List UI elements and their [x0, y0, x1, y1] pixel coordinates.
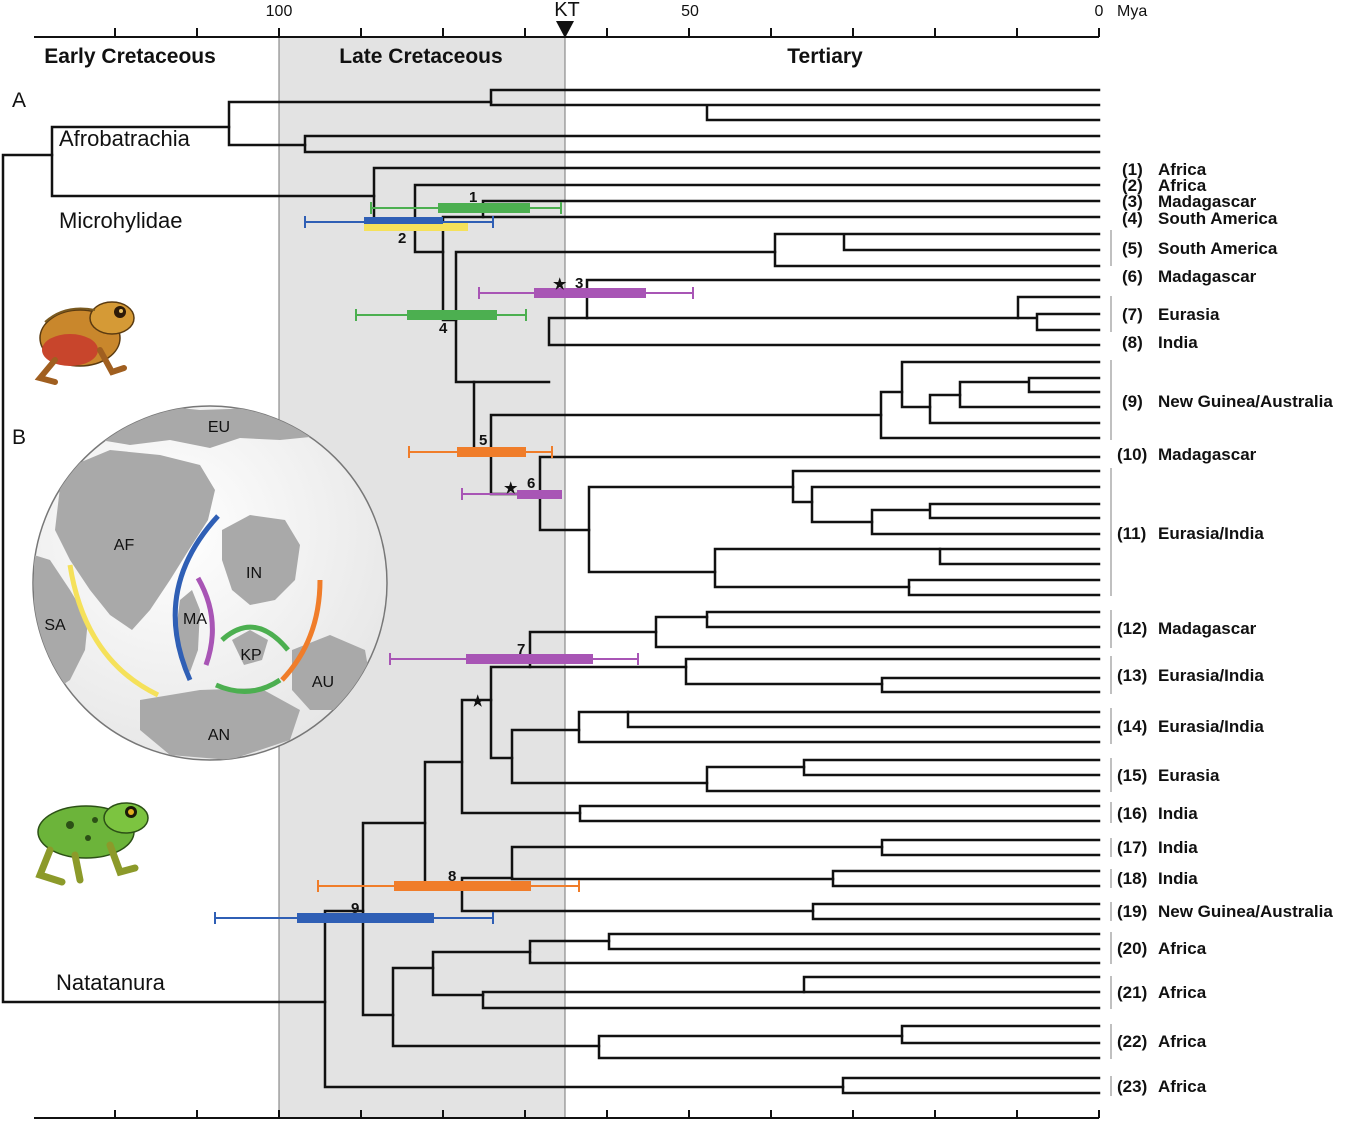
clade-label: (15) Eurasia [1117, 766, 1220, 785]
map-label-in: IN [246, 565, 262, 582]
star-markers: ★ ★ ★ [471, 276, 567, 710]
clade-label: (14) Eurasia/India [1117, 717, 1264, 736]
map-label-eu: EU [208, 419, 230, 436]
kt-marker [556, 21, 574, 38]
paleogeographic-globe: EU AF IN SA MA KP AU AN [32, 405, 388, 761]
clade-label: (6) Madagascar [1122, 267, 1257, 286]
node-label-8: 8 [448, 868, 456, 885]
node-3-age-bar [478, 287, 694, 299]
node-label-6: 6 [527, 475, 535, 492]
clade-labels: (1) Africa (2) Africa (3) Madagascar (4) Sou… [1117, 160, 1333, 1096]
panel-a-label: A [12, 89, 26, 112]
orange-arc [280, 579, 323, 682]
clade-label: (3) Madagascar [1122, 192, 1257, 211]
node-8-age-bar [317, 880, 580, 892]
axis-tick-50: 50 [681, 3, 699, 20]
axis-unit: Mya [1117, 3, 1147, 20]
panel-b-label: B [12, 426, 26, 449]
clade-label: (5) South America [1122, 239, 1278, 258]
node-label-1: 1 [469, 189, 477, 206]
star-icon: ★ [471, 693, 485, 710]
clade-label: (7) Eurasia [1122, 305, 1220, 324]
node-4-age-bar [355, 309, 527, 321]
node-2-age-bar-yellow [364, 223, 468, 231]
star-icon: ★ [553, 276, 567, 293]
clade-label: (21) Africa [1117, 983, 1207, 1002]
clade-label: (23) Africa [1117, 1077, 1207, 1096]
node-label-4: 4 [439, 320, 448, 337]
clade-label: (18) India [1117, 869, 1198, 888]
node-9-age-bar [214, 912, 494, 924]
period-late-cretaceous: Late Cretaceous [339, 45, 502, 68]
green-arc [214, 624, 290, 694]
group-afrobatrachia: Afrobatrachia [59, 126, 191, 151]
map-label-ma: MA [183, 611, 207, 628]
ranid-frog-illustration [35, 802, 149, 886]
clade-label: (2) Africa [1122, 176, 1207, 195]
map-label-af: AF [114, 537, 135, 554]
node-6-age-bar [461, 488, 562, 500]
clade-label: (20) Africa [1117, 939, 1207, 958]
node-7-age-bar [389, 653, 639, 665]
microhylid-frog-illustration [34, 301, 135, 385]
clade-label: (16) India [1117, 804, 1198, 823]
clade-label: (9) New Guinea/Australia [1122, 392, 1333, 411]
clade-label: (10) Madagascar [1117, 445, 1257, 464]
clade-label: (4) South America [1122, 209, 1278, 228]
clade-label: (8) India [1122, 333, 1198, 352]
period-tertiary: Tertiary [787, 45, 863, 68]
clade-label: (13) Eurasia/India [1117, 666, 1264, 685]
node-label-2: 2 [398, 230, 406, 247]
node-1-age-bar [370, 202, 562, 214]
clade-label: (19) New Guinea/Australia [1117, 902, 1333, 921]
clade-label: (17) India [1117, 838, 1198, 857]
star-icon: ★ [504, 480, 518, 497]
purple-arc [195, 576, 215, 666]
node-label-9: 9 [351, 900, 359, 917]
group-microhylidae: Microhylidae [59, 208, 183, 233]
group-natatanura: Natatanura [56, 970, 166, 995]
node-age-bars [214, 202, 694, 924]
period-early-cretaceous: Early Cretaceous [44, 45, 216, 68]
node-2-age-bar-blue [304, 216, 494, 228]
map-label-kp: KP [240, 647, 261, 664]
blue-arc [172, 514, 220, 682]
clade-label: (1) Africa [1122, 160, 1207, 179]
bottom-axis [34, 1110, 1100, 1119]
map-label-au: AU [312, 674, 334, 691]
map-label-an: AN [208, 727, 230, 744]
clade-label: (22) Africa [1117, 1032, 1207, 1051]
kt-label: KT [554, 0, 580, 21]
node-5-age-bar [408, 446, 553, 458]
top-axis: 100 50 0 Mya KT [34, 0, 1147, 38]
axis-tick-0: 0 [1095, 3, 1104, 20]
node-label-5: 5 [479, 432, 487, 449]
clade-label: (11) Eurasia/India [1117, 524, 1264, 543]
axis-tick-100: 100 [266, 3, 293, 20]
node-label-3: 3 [575, 275, 583, 292]
map-label-sa: SA [44, 617, 66, 634]
node-label-7: 7 [517, 641, 525, 658]
yellow-arc [67, 564, 160, 698]
node-numbers: 1 2 3 4 5 6 7 8 9 [351, 189, 583, 917]
clade-label: (12) Madagascar [1117, 619, 1257, 638]
